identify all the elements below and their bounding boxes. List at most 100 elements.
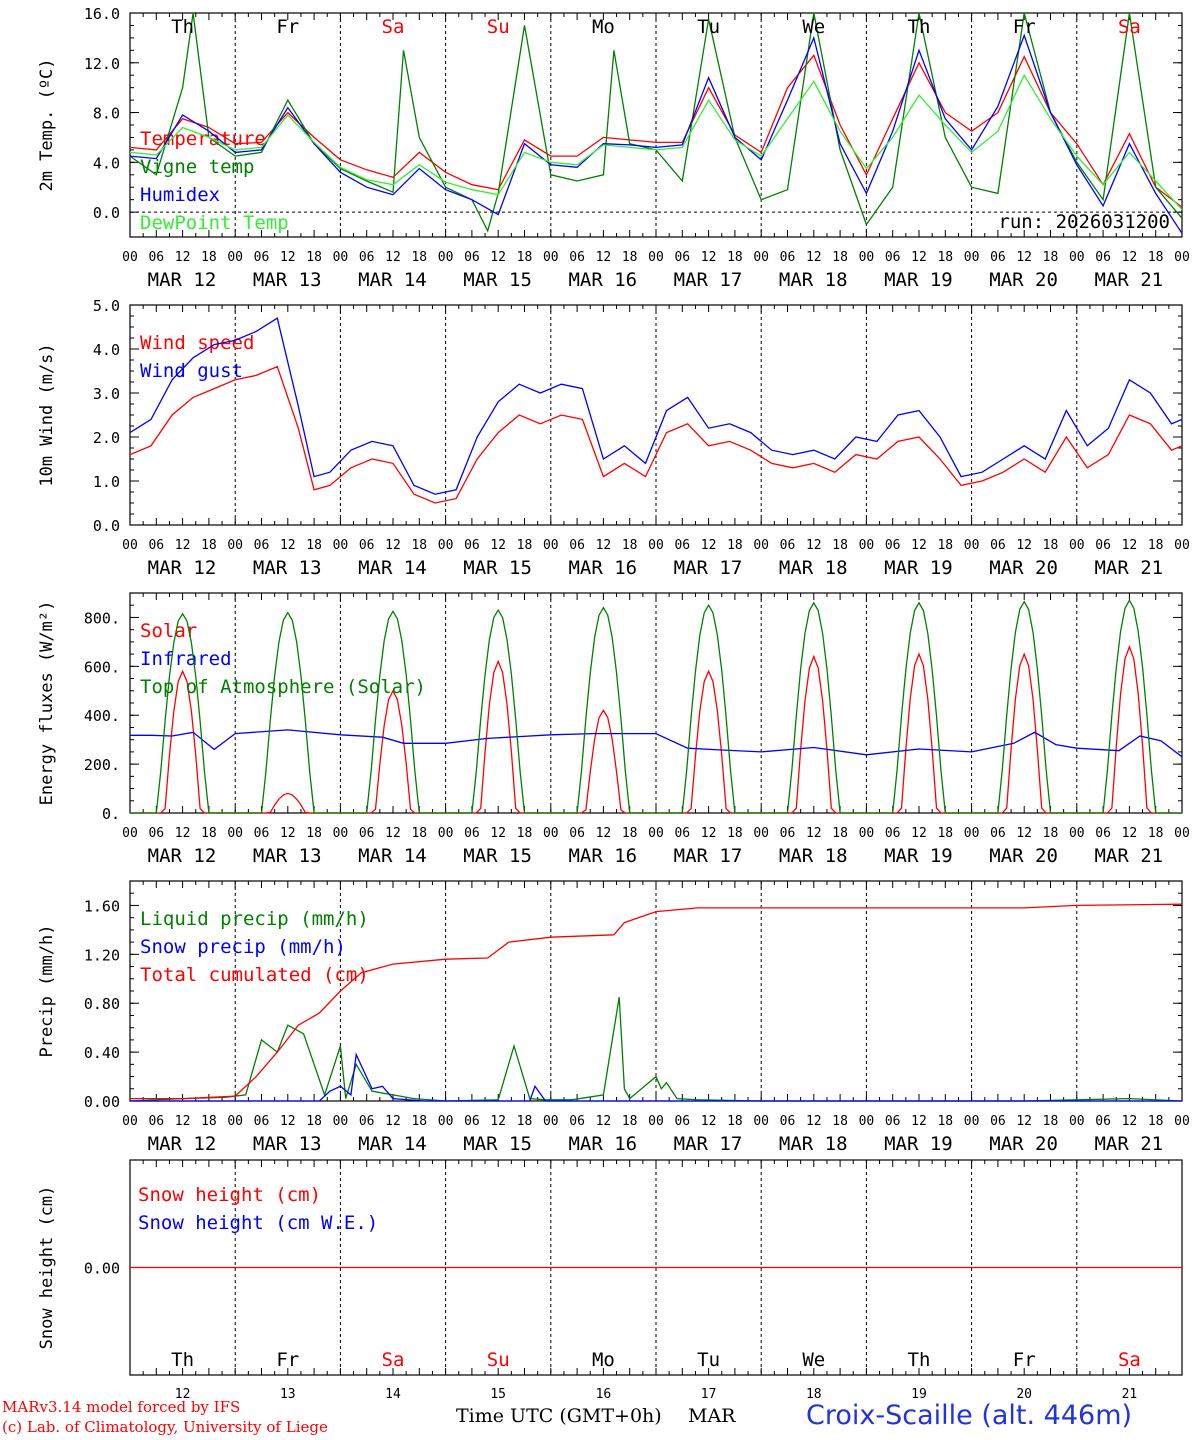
weekday-label: Th [171, 16, 194, 38]
hour-label: 18 [832, 538, 848, 553]
hour-label: 12 [280, 538, 296, 553]
hour-label: 06 [780, 250, 796, 265]
y-tick-label: 600. [84, 658, 120, 676]
hour-label: 18 [306, 538, 322, 553]
hour-label: 18 [1148, 1114, 1164, 1129]
hour-label: 12 [806, 250, 822, 265]
hour-label: 18 [517, 250, 533, 265]
panel-5: 0.00 Snow height (cm) Snow height (cm) Snow… [37, 1159, 1183, 1402]
hour-label: 12 [701, 826, 717, 841]
weekday-label: Tu [697, 1349, 720, 1371]
hour-label: 00 [859, 1114, 875, 1129]
y-tick-label: 3.0 [93, 385, 120, 403]
hour-label: 12 [701, 538, 717, 553]
hour-label: 12 [1122, 250, 1138, 265]
hour-label: 12 [175, 538, 191, 553]
weekday-label: Su [487, 1349, 510, 1371]
legend-entry: Temperature [140, 128, 266, 150]
date-label: MAR 17 [674, 557, 743, 579]
hour-label: 18 [1043, 538, 1059, 553]
series-total-cumulated-cm [130, 903, 1183, 1100]
date-label: MAR 15 [463, 1133, 532, 1155]
hour-label: 12 [280, 826, 296, 841]
weekday-label: Fr [276, 16, 299, 38]
series-dewpoint-temp [129, 73, 1183, 211]
panel-1: 0.0 4.0 8.0 12.0 16.0 2m Temp. (ºC) Temperatur… [37, 5, 1190, 291]
weekday-label: Th [908, 16, 931, 38]
hour-label: 18 [411, 250, 427, 265]
hour-label: 12 [175, 1114, 191, 1129]
hour-label: 06 [885, 826, 901, 841]
hour-label: 00 [543, 826, 559, 841]
hour-label: 06 [254, 250, 270, 265]
hour-label: 12 [701, 250, 717, 265]
hour-label: 06 [674, 1114, 690, 1129]
hour-label: 06 [780, 1114, 796, 1129]
date-label: MAR 13 [253, 1133, 322, 1155]
hour-label: 00 [753, 538, 769, 553]
hour-label: 06 [569, 1114, 585, 1129]
date-label: MAR 14 [358, 557, 427, 579]
hour-label: 00 [1174, 250, 1190, 265]
hour-label: 06 [359, 538, 375, 553]
panel-3: 0. 200. 400. 600. 800. Energy fluxes (W/m²) So… [37, 592, 1190, 867]
hour-label: 06 [780, 538, 796, 553]
date-label: MAR 16 [568, 269, 637, 291]
hour-label: 18 [201, 250, 217, 265]
hour-label: 00 [1174, 1114, 1190, 1129]
hour-label: 12 [1122, 1114, 1138, 1129]
hour-label: 18 [832, 1114, 848, 1129]
hour-label: 06 [148, 538, 164, 553]
date-label: MAR 16 [568, 557, 637, 579]
x-axis-label: Time UTC (GMT+0h) [456, 1405, 662, 1427]
date-label: MAR 20 [989, 1133, 1058, 1155]
hour-label: 00 [438, 826, 454, 841]
date-label: MAR 19 [884, 845, 953, 867]
hour-label: 06 [148, 1114, 164, 1129]
hour-label: 00 [122, 1114, 138, 1129]
weekday-label: Sa [1118, 1349, 1141, 1371]
y-tick-label: 0.80 [84, 995, 120, 1013]
hour-label: 00 [964, 538, 980, 553]
date-label: MAR 21 [1094, 557, 1163, 579]
y-axis-label: Energy fluxes (W/m²) [37, 601, 57, 806]
legend-entry: Snow height (cm) [138, 1184, 321, 1206]
hour-label: 12 [701, 1114, 717, 1129]
hour-label: 18 [832, 250, 848, 265]
series-vigne-temp [129, 12, 1183, 233]
hour-label: 12 [280, 250, 296, 265]
hour-label: 18 [727, 250, 743, 265]
series-snow-precip-mm-h [130, 1052, 1182, 1102]
date-label: MAR 12 [148, 845, 217, 867]
hour-label: 18 [201, 538, 217, 553]
date-label: MAR 14 [358, 1133, 427, 1155]
hour-label: 06 [464, 250, 480, 265]
hour-label: 00 [333, 826, 349, 841]
hour-label: 18 [411, 538, 427, 553]
hour-label: 00 [438, 250, 454, 265]
date-label: MAR 20 [989, 557, 1058, 579]
hour-label: 18 [1148, 538, 1164, 553]
day-number-label: 12 [175, 1387, 191, 1402]
hour-label: 06 [885, 250, 901, 265]
station-name: Croix-Scaille (alt. 446m) [806, 1400, 1133, 1431]
day-number-label: 20 [1016, 1387, 1032, 1402]
hour-label: 00 [333, 250, 349, 265]
y-tick-label: 1.60 [84, 897, 120, 915]
hour-label: 00 [648, 250, 664, 265]
hour-label: 12 [806, 1114, 822, 1129]
hour-label: 12 [490, 1114, 506, 1129]
hour-label: 06 [674, 538, 690, 553]
hour-label: 06 [674, 250, 690, 265]
date-label: MAR 14 [358, 269, 427, 291]
date-label: MAR 13 [253, 557, 322, 579]
hour-label: 18 [622, 1114, 638, 1129]
hour-label: 00 [122, 538, 138, 553]
hour-label: 18 [411, 826, 427, 841]
hour-label: 12 [1016, 250, 1032, 265]
y-axis-label: Snow height (cm) [37, 1186, 57, 1350]
hour-label: 00 [438, 1114, 454, 1129]
hour-label: 12 [490, 538, 506, 553]
legend-entry: Infrared [140, 648, 232, 670]
date-label: MAR 12 [148, 269, 217, 291]
